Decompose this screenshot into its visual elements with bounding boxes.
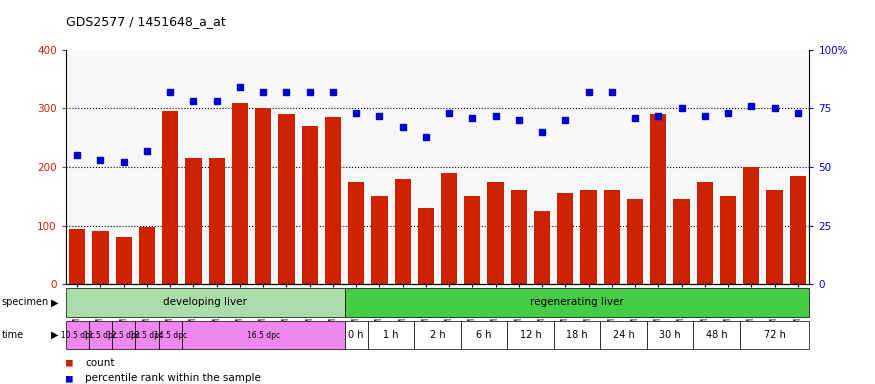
Text: 12 h: 12 h — [520, 330, 542, 340]
Text: ▶: ▶ — [51, 330, 59, 340]
Bar — [325, 117, 341, 284]
Text: 18 h: 18 h — [566, 330, 588, 340]
Bar — [139, 227, 155, 284]
Bar — [255, 109, 271, 284]
Bar — [604, 190, 620, 284]
Bar — [414, 321, 461, 349]
Text: 14.5 dpc: 14.5 dpc — [154, 331, 186, 339]
Bar — [626, 199, 643, 284]
Bar — [232, 103, 248, 284]
Bar — [557, 194, 573, 284]
Bar — [720, 196, 736, 284]
Bar — [69, 228, 86, 284]
Text: 24 h: 24 h — [612, 330, 634, 340]
Bar — [441, 173, 458, 284]
Bar — [507, 321, 554, 349]
Text: percentile rank within the sample: percentile rank within the sample — [85, 373, 261, 383]
Text: developing liver: developing liver — [163, 297, 247, 308]
Bar — [580, 190, 597, 284]
Bar — [182, 321, 345, 349]
Bar — [395, 179, 410, 284]
Text: 1 h: 1 h — [383, 330, 399, 340]
Bar — [345, 321, 368, 349]
Bar — [371, 196, 388, 284]
Bar — [112, 321, 136, 349]
Bar — [647, 321, 693, 349]
Bar — [789, 176, 806, 284]
Bar — [116, 237, 132, 284]
Text: 13.5 dpc: 13.5 dpc — [130, 331, 164, 339]
Bar — [278, 114, 295, 284]
Bar — [348, 182, 364, 284]
Text: 11.5 dpc: 11.5 dpc — [84, 331, 117, 339]
Bar — [162, 111, 178, 284]
Bar — [93, 232, 108, 284]
Text: 72 h: 72 h — [764, 330, 786, 340]
Bar — [417, 208, 434, 284]
Bar — [674, 199, 690, 284]
Text: 6 h: 6 h — [476, 330, 492, 340]
Bar — [511, 190, 527, 284]
Bar — [461, 321, 507, 349]
Bar — [554, 321, 600, 349]
Bar — [66, 321, 89, 349]
Text: 2 h: 2 h — [430, 330, 445, 340]
Bar — [739, 321, 809, 349]
Text: GDS2577 / 1451648_a_at: GDS2577 / 1451648_a_at — [66, 15, 226, 28]
Bar — [465, 196, 480, 284]
Text: ■: ■ — [66, 373, 73, 383]
Bar — [696, 182, 713, 284]
Bar — [368, 321, 414, 349]
Bar — [136, 321, 158, 349]
Text: regenerating liver: regenerating liver — [530, 297, 624, 308]
Text: 10.5 dpc: 10.5 dpc — [60, 331, 94, 339]
Bar — [487, 182, 504, 284]
Bar — [600, 321, 647, 349]
Bar — [743, 167, 760, 284]
Text: count: count — [85, 358, 115, 368]
Text: ▶: ▶ — [51, 297, 59, 308]
Bar — [186, 158, 201, 284]
Bar — [89, 321, 112, 349]
Text: 48 h: 48 h — [705, 330, 727, 340]
Bar — [693, 321, 739, 349]
Bar — [766, 190, 782, 284]
Text: 12.5 dpc: 12.5 dpc — [108, 331, 140, 339]
Text: 16.5 dpc: 16.5 dpc — [247, 331, 280, 339]
Bar — [66, 288, 345, 317]
Text: 0 h: 0 h — [348, 330, 364, 340]
Text: ■: ■ — [66, 358, 73, 368]
Bar — [650, 114, 667, 284]
Bar — [345, 288, 809, 317]
Bar — [208, 158, 225, 284]
Text: 30 h: 30 h — [659, 330, 681, 340]
Bar — [302, 126, 318, 284]
Text: specimen: specimen — [2, 297, 49, 308]
Bar — [158, 321, 182, 349]
Text: time: time — [2, 330, 24, 340]
Bar — [534, 211, 550, 284]
